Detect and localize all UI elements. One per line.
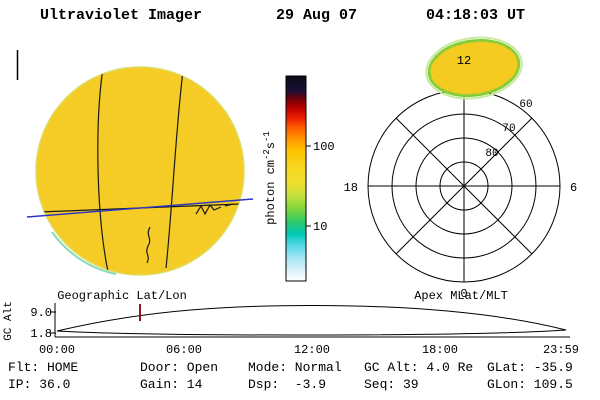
colorbar-tick-10: 10 bbox=[313, 220, 327, 234]
app-title: Ultraviolet Imager bbox=[40, 7, 203, 24]
earth-disk-texture bbox=[36, 67, 244, 275]
colorbar: 100 10 photon cm-2s-1 bbox=[262, 75, 335, 282]
status-dsp: Dsp: -3.9 bbox=[248, 377, 327, 392]
units-exp1: -2 bbox=[262, 149, 272, 160]
strip-ytick-bottom: 1.8 bbox=[30, 327, 52, 341]
colorbar-units-label: photon cm-2s-1 bbox=[262, 131, 278, 225]
earth-disk-view bbox=[26, 66, 254, 276]
mlat-label-70: 70 bbox=[502, 123, 515, 135]
mlt-label-18: 18 bbox=[344, 181, 358, 195]
x-tick-0600: 06:00 bbox=[166, 343, 202, 357]
status-glon: GLon: 109.5 bbox=[487, 377, 573, 392]
altitude-curve bbox=[56, 304, 567, 336]
left-view-caption: Geographic Lat/Lon bbox=[57, 289, 187, 303]
x-tick-1200: 12:00 bbox=[294, 343, 330, 357]
colorbar-gradient bbox=[285, 75, 307, 282]
mlt-label-12: 12 bbox=[457, 54, 471, 68]
polar-grid bbox=[367, 89, 561, 283]
status-seq: Seq: 39 bbox=[364, 377, 419, 392]
altitude-strip-chart: GC Alt 9.0 1.8 00:00 06:00 12:00 18:00 2… bbox=[3, 301, 579, 357]
aurora-texture bbox=[429, 40, 519, 96]
meridian-line bbox=[97, 67, 109, 273]
status-gain: Gain: 14 bbox=[140, 377, 203, 392]
mlt-label-0: 0 bbox=[460, 287, 467, 301]
status-ip: IP: 36.0 bbox=[8, 377, 71, 392]
disk-edge-fringe bbox=[51, 231, 117, 275]
header-date: 29 Aug 07 bbox=[276, 7, 358, 24]
colorbar-tick-100: 100 bbox=[313, 140, 335, 154]
strip-ylabel: GC Alt bbox=[3, 301, 15, 341]
units-mid: s bbox=[264, 142, 278, 149]
meridian-line bbox=[165, 70, 184, 269]
aurora-blob bbox=[425, 36, 523, 100]
polar-plot: 12 18 6 0 60 70 80 bbox=[344, 36, 577, 301]
status-door: Door: Open bbox=[140, 360, 219, 375]
mlat-label-80: 80 bbox=[485, 148, 498, 160]
mlt-label-6: 6 bbox=[570, 181, 577, 195]
polar-view-caption: Apex MLat/MLT bbox=[414, 289, 508, 303]
mlat-label-60: 60 bbox=[519, 99, 532, 111]
aurora-outer-fringe bbox=[425, 36, 523, 100]
strip-ytick-top: 9.0 bbox=[30, 306, 52, 320]
status-gc-alt: GC Alt: 4.0 Re bbox=[364, 360, 474, 375]
status-mode: Mode: Normal bbox=[248, 360, 342, 375]
terminator-line bbox=[26, 198, 254, 218]
grid-spoke bbox=[395, 117, 533, 255]
x-tick-1800: 18:00 bbox=[422, 343, 458, 357]
x-tick-0000: 00:00 bbox=[39, 343, 75, 357]
units-exp2: -1 bbox=[262, 131, 272, 142]
status-flt: Flt: HOME bbox=[8, 360, 79, 375]
status-glat: GLat: -35.9 bbox=[487, 360, 573, 375]
geographic-gridlines bbox=[39, 67, 241, 273]
coastline-squiggle bbox=[146, 226, 151, 264]
units-prefix: photon cm bbox=[264, 160, 278, 225]
x-tick-2359: 23:59 bbox=[543, 343, 579, 357]
header-time: 04:18:03 UT bbox=[426, 7, 526, 24]
